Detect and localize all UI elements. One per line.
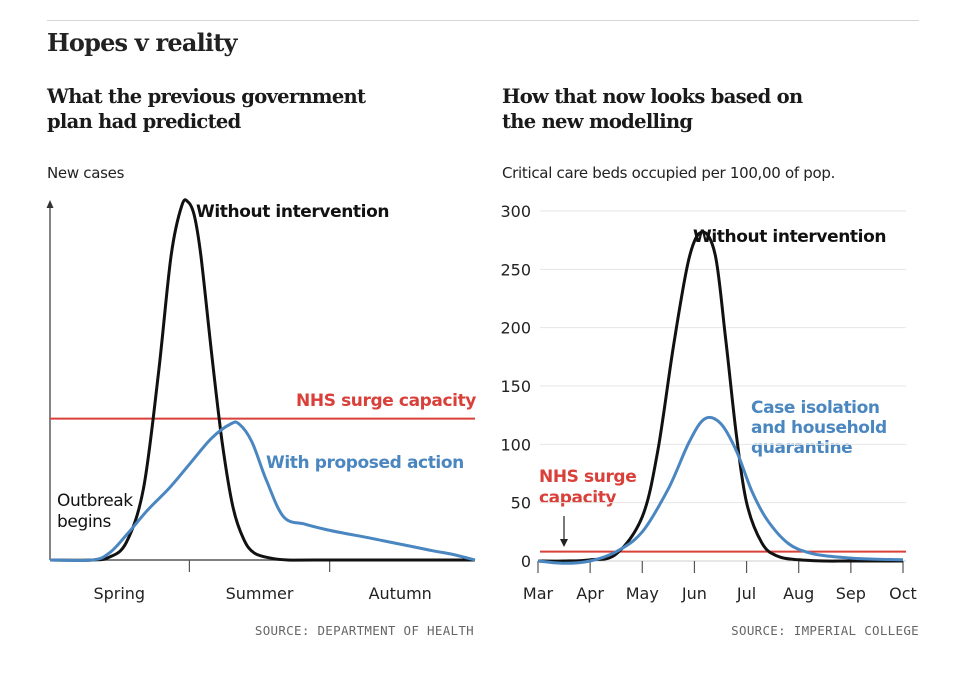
- left-series-label-without-intervention: Without intervention: [196, 202, 389, 222]
- right-chart-title: How that now looks based on the new mode…: [502, 84, 803, 134]
- right-y-tick-label: 50: [511, 494, 531, 513]
- right-x-tick-label: Jul: [736, 584, 756, 603]
- top-rule: [47, 20, 919, 21]
- left-y-axis-label: New cases: [47, 164, 125, 182]
- left-x-tick-label: Autumn: [369, 584, 432, 603]
- left-x-tick-label: Summer: [226, 584, 294, 603]
- right-series-label-without-intervention: Without intervention: [693, 227, 886, 247]
- right-y-tick-label: 250: [500, 260, 531, 279]
- right-y-tick-label: 300: [500, 202, 531, 221]
- right-y-tick-label: 200: [500, 319, 531, 338]
- right-chart-title-line-1: How that now looks based on: [502, 85, 803, 108]
- right-x-tick-label: Apr: [576, 584, 604, 603]
- right-series-label-case-isolation-line: quarantine: [751, 438, 852, 458]
- right-x-tick-label: Oct: [889, 584, 917, 603]
- right-chart: Without intervention Case isolation and h…: [500, 202, 916, 603]
- right-x-tick-label: Sep: [836, 584, 866, 603]
- right-y-tick-label: 100: [500, 435, 531, 454]
- right-series-without-intervention: [537, 230, 903, 563]
- right-series-case-isolation: [537, 415, 904, 565]
- outbreak-annotation-line-1: Outbreak: [57, 491, 133, 511]
- right-y-tick-label: 150: [500, 377, 531, 396]
- left-chart: NHS surge capacity Without intervention …: [46, 198, 477, 603]
- left-x-tick-label: Spring: [93, 584, 145, 603]
- left-chart-title-line-2: plan had predicted: [47, 110, 241, 133]
- right-x-tick-label: May: [626, 584, 659, 603]
- right-x-tick-label: Mar: [523, 584, 554, 603]
- left-y-axis-arrow: [46, 200, 54, 208]
- right-series-label-case-isolation-line: Case isolation: [751, 398, 880, 418]
- right-chart-title-line-2: the new modelling: [502, 110, 693, 133]
- left-chart-title-line-1: What the previous government: [47, 85, 366, 108]
- page-title: Hopes v reality: [47, 28, 237, 57]
- outbreak-annotation-line-2: begins: [57, 512, 112, 532]
- right-series-label-case-isolation: Case isolation and household quarantine: [751, 398, 887, 458]
- left-capacity-label: NHS surge capacity: [296, 391, 476, 411]
- right-capacity-label-line-1: NHS surge: [539, 467, 636, 487]
- left-series-label-with-proposed-action: With proposed action: [266, 453, 464, 473]
- right-x-tick-label: Jun: [681, 584, 707, 603]
- right-x-tick-label: Aug: [783, 584, 814, 603]
- right-y-tick-label: 0: [521, 552, 531, 571]
- right-capacity-label-line-2: capacity: [539, 488, 616, 508]
- left-chart-source: SOURCE: DEPARTMENT OF HEALTH: [254, 623, 474, 638]
- capacity-pointer-arrowhead: [560, 539, 568, 547]
- right-chart-source: SOURCE: IMPERIAL COLLEGE: [731, 623, 919, 638]
- right-y-axis-label: Critical care beds occupied per 100,00 o…: [502, 164, 836, 182]
- right-series-label-case-isolation-line: and household: [751, 418, 887, 438]
- left-series-with-proposed-action: [49, 420, 476, 563]
- left-chart-title: What the previous government plan had pr…: [47, 84, 366, 134]
